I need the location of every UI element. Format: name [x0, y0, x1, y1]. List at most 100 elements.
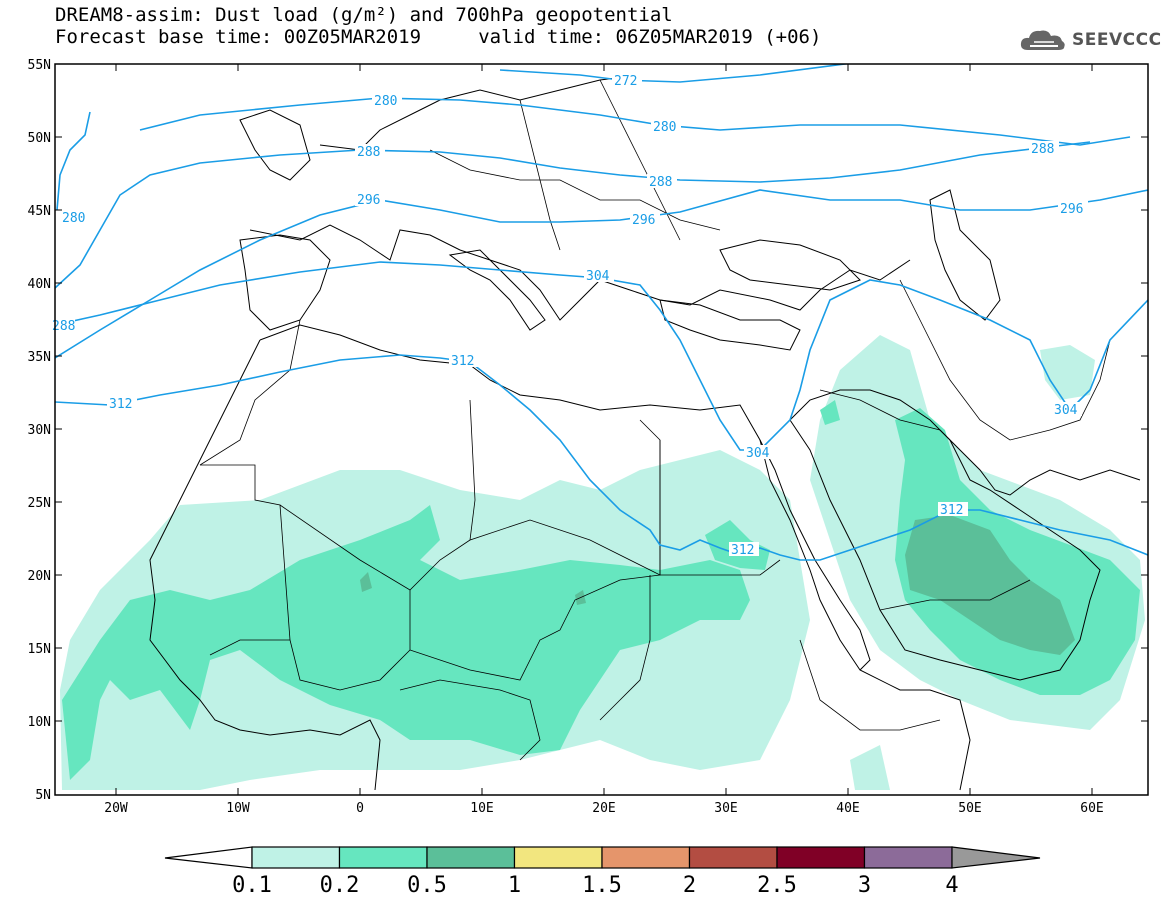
dust-area-mid-iraq: [820, 400, 840, 425]
lon-label-10w: 10W: [226, 801, 250, 816]
seevccc-logo: SEEVCCC: [1018, 26, 1162, 54]
border-niger-chad: [409, 574, 661, 681]
legend-label-6: 2: [683, 873, 696, 898]
contour-label-296-d: 288: [52, 319, 75, 334]
contour-label-304-b: 304: [746, 446, 770, 461]
contour-label-280-c: 280: [62, 211, 85, 226]
dust-area-light-iran: [1040, 345, 1095, 400]
legend-box-8: [863, 846, 953, 869]
lat-label-20n: 20N: [28, 569, 51, 584]
lat-label-35n: 35N: [28, 350, 51, 365]
forecast-times: Forecast base time: 00Z05MAR2019 valid t…: [55, 26, 822, 48]
lon-label-20e: 20E: [592, 801, 615, 816]
turkey-coast: [659, 299, 801, 351]
contour-label-312-b: 312: [451, 354, 474, 369]
legend-label-9: 4: [945, 873, 958, 898]
legend-box-6: [688, 846, 778, 869]
caspian-coast: [929, 189, 1001, 321]
chart-title: DREAM8-assim: Dust load (g/m²) and 700hP…: [55, 4, 673, 26]
border-iran: [899, 279, 1111, 441]
africa-coast: [259, 324, 971, 791]
contour-label-296-b: 296: [632, 213, 655, 228]
longitude-axis: 20W 10W 0 10E 20E 30E 40E 50E 60E: [104, 64, 1104, 816]
legend-box-5: [601, 846, 691, 869]
dust-area-dark-arabia: [905, 515, 1075, 655]
contour-label-296-c: 296: [1060, 202, 1083, 217]
persian-gulf-coast: [939, 429, 1141, 496]
lon-label-30e: 30E: [714, 801, 737, 816]
lat-label-50n: 50N: [28, 131, 51, 146]
legend-label-5: 1.5: [582, 873, 622, 898]
lon-label-0: 0: [356, 801, 364, 816]
dust-area-dark-sahel: [360, 572, 372, 592]
color-legend: 0.1 0.2 0.5 1 1.5 2 2.5 3 4: [164, 846, 1041, 898]
border-ethiopia: [799, 639, 941, 731]
iberia-coast: [239, 234, 331, 331]
latitude-axis: 55N 50N 45N 40N 35N 30N 25N 20N 15N 10N …: [28, 58, 1148, 803]
dust-area-mid-arabia: [895, 408, 1140, 695]
legend-boxes: [251, 846, 953, 869]
legend-label-3: 0.5: [407, 873, 447, 898]
dust-layer: [60, 335, 1145, 790]
dust-area-light-horn: [850, 745, 890, 790]
border-europe-1: [429, 149, 721, 231]
legend-box-1: [251, 846, 341, 869]
contour-label-280-a: 280: [374, 94, 397, 109]
lon-label-50e: 50E: [958, 801, 981, 816]
contour-272: [499, 64, 851, 83]
british-isles: [239, 109, 311, 181]
italy-coast: [448, 249, 546, 331]
contour-label-280-b: 280: [653, 120, 676, 135]
border-chad-sudan: [599, 575, 651, 721]
legend-box-2: [338, 846, 428, 869]
lat-label-25n: 25N: [28, 496, 51, 511]
lat-label-15n: 15N: [28, 642, 51, 657]
lat-label-10n: 10N: [28, 715, 51, 730]
contour-label-312-c: 312: [731, 543, 754, 558]
lat-label-5n: 5N: [35, 788, 51, 803]
contour-288: [55, 141, 1091, 289]
contour-label-312-a: 312: [109, 397, 132, 412]
border-saudi-iraq: [819, 389, 941, 431]
lon-label-60e: 60E: [1080, 801, 1103, 816]
contour-label-296-a: 296: [357, 193, 380, 208]
contour-label-288-c: 288: [1031, 142, 1054, 157]
contour-label-272: 272: [614, 74, 637, 89]
europe-coast: [249, 224, 911, 321]
legend-arrow-right: [951, 846, 1041, 869]
legend-box-3: [426, 846, 516, 869]
contour-label-288-a: 288: [357, 145, 380, 160]
contour-280-north: [139, 97, 1131, 146]
border-egypt-sudan: [659, 440, 781, 576]
contour-label-304-c: 304: [1054, 403, 1078, 418]
legend-label-4: 1: [508, 873, 521, 898]
logo-text: SEEVCCC: [1072, 30, 1162, 50]
contour-296: [55, 189, 1148, 359]
contour-label-288-b: 288: [649, 175, 672, 190]
lon-label-20w: 20W: [104, 801, 128, 816]
lat-label-55n: 55N: [28, 58, 51, 73]
red-sea-coast: [759, 439, 871, 671]
border-saudi-yemen: [879, 579, 1031, 611]
contour-label-304-a: 304: [586, 269, 610, 284]
lat-label-45n: 45N: [28, 204, 51, 219]
border-mali: [289, 639, 411, 691]
lat-label-30n: 30N: [28, 423, 51, 438]
geopotential-contours: [55, 64, 1148, 561]
legend-box-7: [776, 846, 866, 869]
lon-label-40e: 40E: [836, 801, 859, 816]
contour-label-312-d: 312: [940, 503, 963, 518]
legend-label-1: 0.1: [232, 873, 272, 898]
legend-box-4: [513, 846, 603, 869]
legend-label-7: 2.5: [757, 873, 797, 898]
black-sea-coast: [719, 239, 861, 291]
contour-312: [55, 354, 1148, 561]
legend-label-8: 3: [858, 873, 871, 898]
border-morocco-algeria: [199, 319, 301, 466]
border-nigeria: [399, 679, 541, 761]
lon-label-10e: 10E: [470, 801, 493, 816]
legend-labels: 0.1 0.2 0.5 1 1.5 2 2.5 3 4: [232, 873, 959, 898]
contour-304: [55, 261, 1148, 451]
contour-280-west: [56, 111, 91, 211]
north-europe-coast: [319, 74, 641, 151]
